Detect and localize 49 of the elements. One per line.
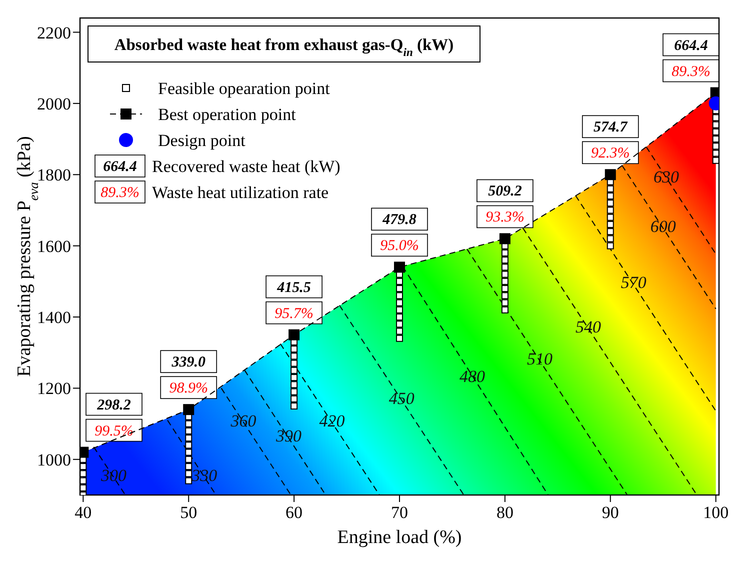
annotation: 339.0 [170, 354, 206, 371]
x-tick-label: 50 [180, 503, 198, 522]
x-tick-label: 90 [602, 503, 619, 522]
annotation: 509.2 [488, 184, 522, 200]
y-tick-label: 1400 [37, 308, 71, 328]
annotation: 480 [460, 367, 486, 386]
text: 89.3% [100, 185, 140, 201]
legend-label: Feasible opearation point [158, 79, 330, 98]
annotation: 630 [654, 167, 680, 186]
y-tick-label: 1200 [37, 379, 71, 398]
y-tick-label: 2000 [37, 94, 71, 114]
y-tick-label: 2200 [37, 23, 71, 42]
annotation: 479.8 [382, 212, 417, 228]
x-tick-label: 70 [391, 503, 408, 522]
y-tick-label: 1000 [37, 450, 71, 470]
annotation: 540 [575, 318, 602, 337]
legend-label: Best operation point [158, 105, 296, 124]
x-tick-label: 100 [703, 503, 729, 522]
annotation: 570 [620, 273, 647, 292]
annotation: 360 [230, 412, 257, 431]
y-tick-label: 1800 [37, 166, 71, 185]
annotation: 89.3% [672, 64, 710, 80]
annotation: 600 [650, 216, 676, 236]
text: 664.4 [103, 159, 137, 175]
annotation: 420 [319, 412, 346, 431]
annotation: Waste heat utilization rate [152, 183, 329, 202]
annotation: 99.5% [94, 423, 134, 440]
x-tick-label: 40 [74, 503, 92, 522]
annotation: 95.0% [380, 238, 419, 254]
annotation: 92.3% [591, 146, 630, 162]
y-tick-label: 1600 [37, 236, 71, 256]
annotation: 450 [388, 388, 415, 408]
text: Absorbed waste heat from exhaust gas-Q$_{in}$ (kW) [114, 35, 454, 59]
annotation: 510 [526, 349, 553, 368]
annotation: Recovered waste heat (kW) [152, 157, 340, 176]
annotation: 93.3% [486, 210, 524, 226]
annotation: 390 [275, 426, 302, 446]
x-tick-label: 80 [496, 503, 514, 522]
annotation: 95.7% [274, 306, 314, 322]
x-axis-title: Engine load (%) [337, 527, 462, 548]
annotation: 415.5 [276, 280, 312, 296]
annotation: 298.2 [96, 397, 132, 414]
x-tick-label: 60 [286, 503, 303, 522]
annotation: 664.4 [674, 38, 708, 54]
legend-label: Design point [158, 131, 246, 150]
annotation: 574.7 [594, 120, 628, 136]
annotation: 98.9% [169, 380, 208, 397]
annotation: 330 [190, 466, 218, 486]
annotation: 300 [100, 466, 127, 486]
